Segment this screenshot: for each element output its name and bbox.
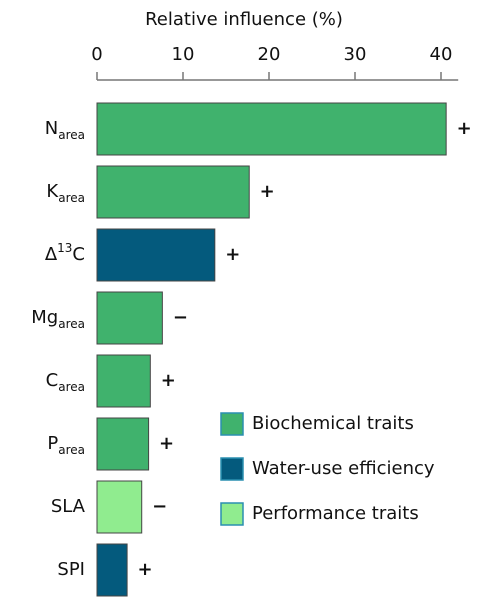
- bar: [96, 417, 150, 471]
- label-part: area: [58, 191, 85, 205]
- label-part: area: [58, 380, 85, 394]
- y-tick-label: SPI: [57, 559, 85, 580]
- direction-sign: +: [159, 433, 174, 454]
- y-tick-label: Narea: [45, 118, 85, 142]
- bar: [96, 165, 250, 219]
- label-part: P: [47, 433, 58, 454]
- label-part: 13: [57, 241, 72, 255]
- bar: [96, 354, 151, 408]
- bar: [96, 102, 447, 156]
- label-part: area: [58, 317, 85, 331]
- legend-label: Performance traits: [252, 503, 419, 524]
- bar: [96, 291, 163, 345]
- legend-swatch: [220, 412, 244, 436]
- label-part: Mg: [31, 307, 58, 328]
- direction-sign: +: [457, 118, 472, 139]
- label-part: area: [58, 128, 85, 142]
- y-tick-label: Karea: [46, 181, 85, 205]
- label-part: area: [58, 443, 85, 457]
- y-tick-label: Mgarea: [31, 307, 85, 331]
- legend-swatch: [220, 457, 244, 481]
- label-part: C: [72, 244, 85, 265]
- legend-label: Biochemical traits: [252, 413, 414, 434]
- label-part: N: [45, 118, 58, 139]
- x-tick-label: 20: [258, 44, 281, 65]
- label-part: Δ: [45, 244, 58, 265]
- label-part: SPI: [57, 559, 85, 580]
- direction-sign: +: [225, 244, 240, 265]
- x-tick-label: 0: [91, 44, 102, 65]
- direction-sign: −: [152, 496, 167, 517]
- label-part: C: [46, 370, 59, 391]
- direction-sign: −: [173, 307, 188, 328]
- bar: [96, 480, 143, 534]
- label-part: SLA: [51, 496, 86, 517]
- y-tick-label: SLA: [51, 496, 86, 517]
- direction-sign: +: [161, 370, 176, 391]
- y-tick-label: Carea: [46, 370, 85, 394]
- legend-label: Water-use efficiency: [252, 458, 435, 479]
- x-axis-title: Relative influence (%): [145, 9, 343, 30]
- direction-sign: +: [138, 559, 153, 580]
- x-tick-label: 30: [344, 44, 367, 65]
- legend-swatch: [220, 502, 244, 526]
- x-tick-label: 10: [172, 44, 195, 65]
- y-tick-label: Parea: [47, 433, 85, 457]
- y-tick-label: Δ13C: [45, 241, 85, 266]
- x-tick-label: 40: [430, 44, 453, 65]
- direction-sign: +: [260, 181, 275, 202]
- label-part: K: [46, 181, 59, 202]
- bar: [96, 543, 128, 597]
- bar: [96, 228, 216, 282]
